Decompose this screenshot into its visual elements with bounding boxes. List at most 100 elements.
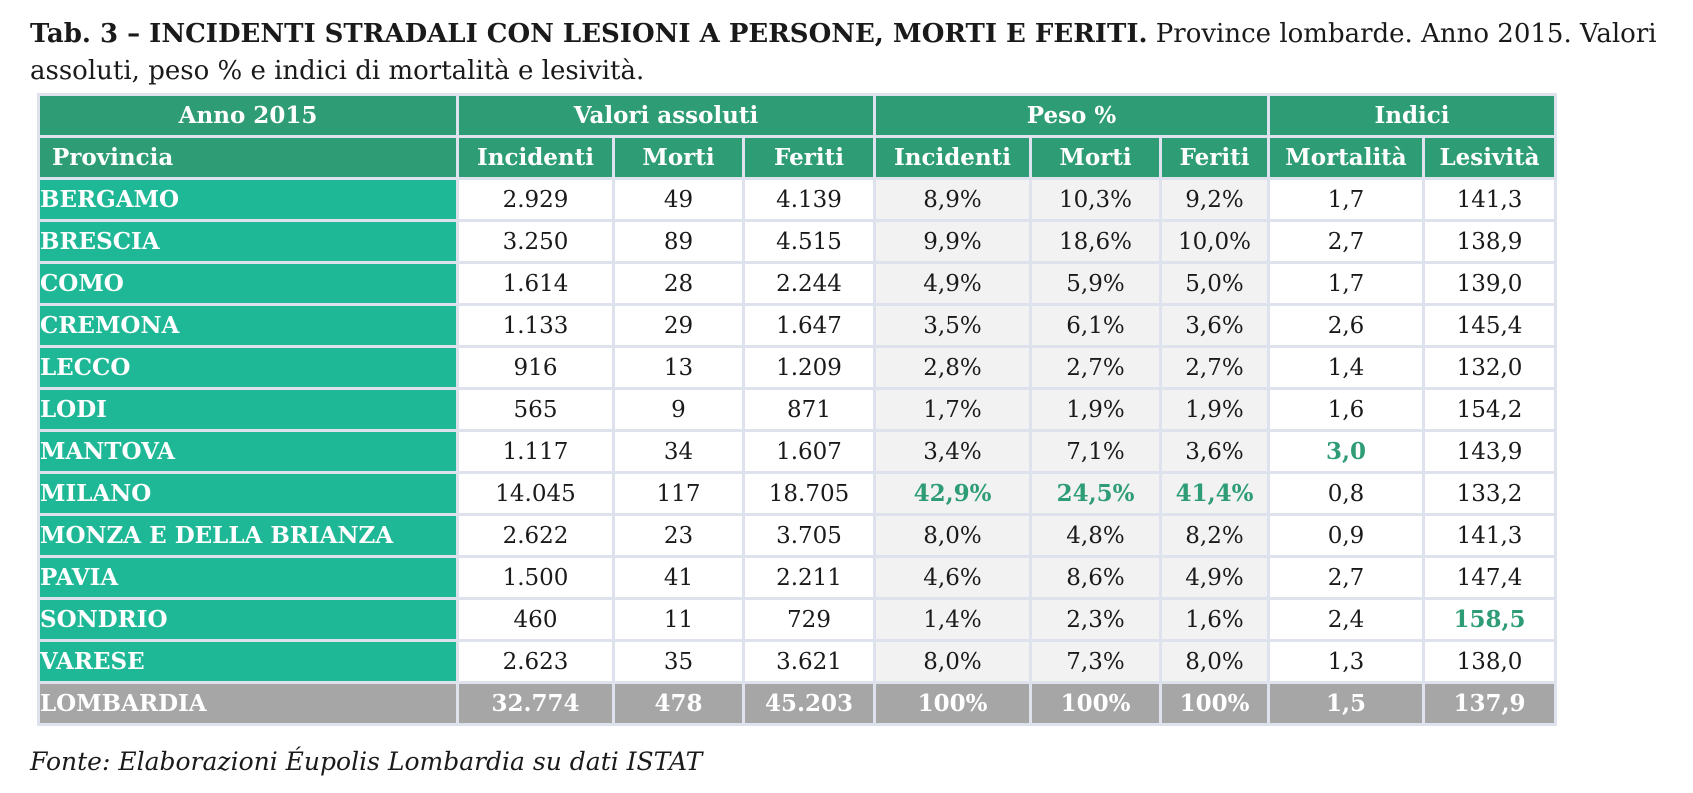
morti-pct-cell: 2,3% (1029, 597, 1162, 642)
morti-cell: 41 (612, 555, 745, 600)
lesivita-cell: 143,9 (1422, 429, 1557, 474)
lesivita-cell: 154,2 (1422, 387, 1557, 432)
morti-cell: 49 (612, 177, 745, 222)
morti-cell: 117 (612, 471, 745, 516)
feriti-cell: 2.211 (742, 555, 876, 600)
morti-cell: 28 (612, 261, 745, 306)
feriti-pct-cell: 1,9% (1159, 387, 1270, 432)
province-name-cell: SONDRIO (37, 597, 459, 642)
incidenti-pct-cell: 8,9% (873, 177, 1032, 222)
morti-pct-cell: 100% (1029, 681, 1162, 726)
feriti-pct-cell: 9,2% (1159, 177, 1270, 222)
feriti-cell: 1.607 (742, 429, 876, 474)
morti-pct-cell: 8,6% (1029, 555, 1162, 600)
morti-pct-cell: 4,8% (1029, 513, 1162, 558)
morti-cell: 35 (612, 639, 745, 684)
col-header-provincia: Provincia (37, 135, 459, 180)
feriti-pct-cell: 8,0% (1159, 639, 1270, 684)
incidenti-cell: 1.614 (456, 261, 615, 306)
feriti-cell: 2.244 (742, 261, 876, 306)
morti-pct-cell: 5,9% (1029, 261, 1162, 306)
incidenti-cell: 1.133 (456, 303, 615, 348)
feriti-pct-cell: 8,2% (1159, 513, 1270, 558)
col-header-mortalita: Mortalità (1267, 135, 1425, 180)
caption-description: Province lombarde. Anno 2015. Valori ass… (30, 19, 1657, 86)
province-name-cell: PAVIA (37, 555, 459, 600)
incidenti-pct-cell: 2,8% (873, 345, 1032, 390)
group-header-indices: Indici (1267, 93, 1557, 138)
mortalita-cell: 2,4 (1267, 597, 1425, 642)
incidenti-cell: 2.623 (456, 639, 615, 684)
lesivita-cell: 139,0 (1422, 261, 1557, 306)
feriti-pct-cell: 5,0% (1159, 261, 1270, 306)
source-note: Fonte: Elaborazioni Éupolis Lombardia su… (30, 747, 703, 776)
province-name-cell: BRESCIA (37, 219, 459, 264)
incidenti-pct-cell: 42,9% (873, 471, 1032, 516)
feriti-pct-cell: 2,7% (1159, 345, 1270, 390)
morti-cell: 23 (612, 513, 745, 558)
mortalita-cell: 1,4 (1267, 345, 1425, 390)
mortalita-cell: 2,7 (1267, 219, 1425, 264)
total-row: LOMBARDIA 32.774 478 45.203 100% 100% 100% 1,5 1… (37, 681, 1557, 726)
incidenti-pct-cell: 8,0% (873, 513, 1032, 558)
morti-cell: 478 (612, 681, 745, 726)
feriti-cell: 4.515 (742, 219, 876, 264)
province-name-cell: MANTOVA (37, 429, 459, 474)
mortalita-cell: 1,7 (1267, 261, 1425, 306)
feriti-cell: 729 (742, 597, 876, 642)
table-row: MONZA E DELLA BRIANZA 2.622 23 3.705 8,0% 4,8… (37, 513, 1557, 558)
table-caption: Tab. 3 – INCIDENTI STRADALI CON LESIONI … (30, 16, 1670, 90)
mortalita-cell: 2,7 (1267, 555, 1425, 600)
incidenti-pct-cell: 8,0% (873, 639, 1032, 684)
feriti-pct-cell: 10,0% (1159, 219, 1270, 264)
feriti-cell: 871 (742, 387, 876, 432)
morti-cell: 9 (612, 387, 745, 432)
col-header-feriti: Feriti (742, 135, 876, 180)
mortalita-cell: 0,9 (1267, 513, 1425, 558)
morti-cell: 13 (612, 345, 745, 390)
table-body: BERGAMO 2.929 49 4.139 8,9% 10,3% 9,2% 1,7 141,3… (37, 177, 1557, 726)
group-header-percent-weight: Peso % (873, 93, 1270, 138)
lesivita-cell: 138,9 (1422, 219, 1557, 264)
morti-cell: 11 (612, 597, 745, 642)
incidenti-pct-cell: 3,4% (873, 429, 1032, 474)
morti-pct-cell: 7,1% (1029, 429, 1162, 474)
road-accidents-table: Anno 2015 Valori assoluti Peso % Indici … (37, 93, 1557, 726)
mortalita-cell: 3,0 (1267, 429, 1425, 474)
feriti-pct-cell: 3,6% (1159, 429, 1270, 474)
morti-pct-cell: 7,3% (1029, 639, 1162, 684)
col-header-incidenti: Incidenti (456, 135, 615, 180)
incidenti-pct-cell: 3,5% (873, 303, 1032, 348)
incidenti-pct-cell: 1,4% (873, 597, 1032, 642)
caption-title: Tab. 3 – INCIDENTI STRADALI CON LESIONI … (30, 19, 1148, 49)
province-name-cell: LECCO (37, 345, 459, 390)
feriti-pct-cell: 1,6% (1159, 597, 1270, 642)
incidenti-cell: 2.929 (456, 177, 615, 222)
province-name-cell: LOMBARDIA (37, 681, 459, 726)
incidenti-pct-cell: 4,9% (873, 261, 1032, 306)
lesivita-cell: 137,9 (1422, 681, 1557, 726)
lesivita-cell: 132,0 (1422, 345, 1557, 390)
mortalita-cell: 1,6 (1267, 387, 1425, 432)
lesivita-cell: 133,2 (1422, 471, 1557, 516)
table-row: CREMONA 1.133 29 1.647 3,5% 6,1% 3,6% 2,6 145,4 (37, 303, 1557, 348)
morti-pct-cell: 10,3% (1029, 177, 1162, 222)
morti-cell: 34 (612, 429, 745, 474)
morti-cell: 89 (612, 219, 745, 264)
table-row: LECCO 916 13 1.209 2,8% 2,7% 2,7% 1,4 132,0 (37, 345, 1557, 390)
column-header-row: Provincia Incidenti Morti Feriti Inciden… (37, 135, 1557, 180)
province-name-cell: COMO (37, 261, 459, 306)
feriti-cell: 1.647 (742, 303, 876, 348)
col-header-morti: Morti (612, 135, 745, 180)
incidenti-cell: 460 (456, 597, 615, 642)
province-name-cell: CREMONA (37, 303, 459, 348)
lesivita-cell: 138,0 (1422, 639, 1557, 684)
incidenti-pct-cell: 100% (873, 681, 1032, 726)
mortalita-cell: 2,6 (1267, 303, 1425, 348)
group-header-absolute-values: Valori assoluti (456, 93, 876, 138)
incidenti-cell: 14.045 (456, 471, 615, 516)
table-row: MANTOVA 1.117 34 1.607 3,4% 7,1% 3,6% 3,0 143,9 (37, 429, 1557, 474)
feriti-cell: 18.705 (742, 471, 876, 516)
feriti-cell: 3.705 (742, 513, 876, 558)
incidenti-cell: 916 (456, 345, 615, 390)
